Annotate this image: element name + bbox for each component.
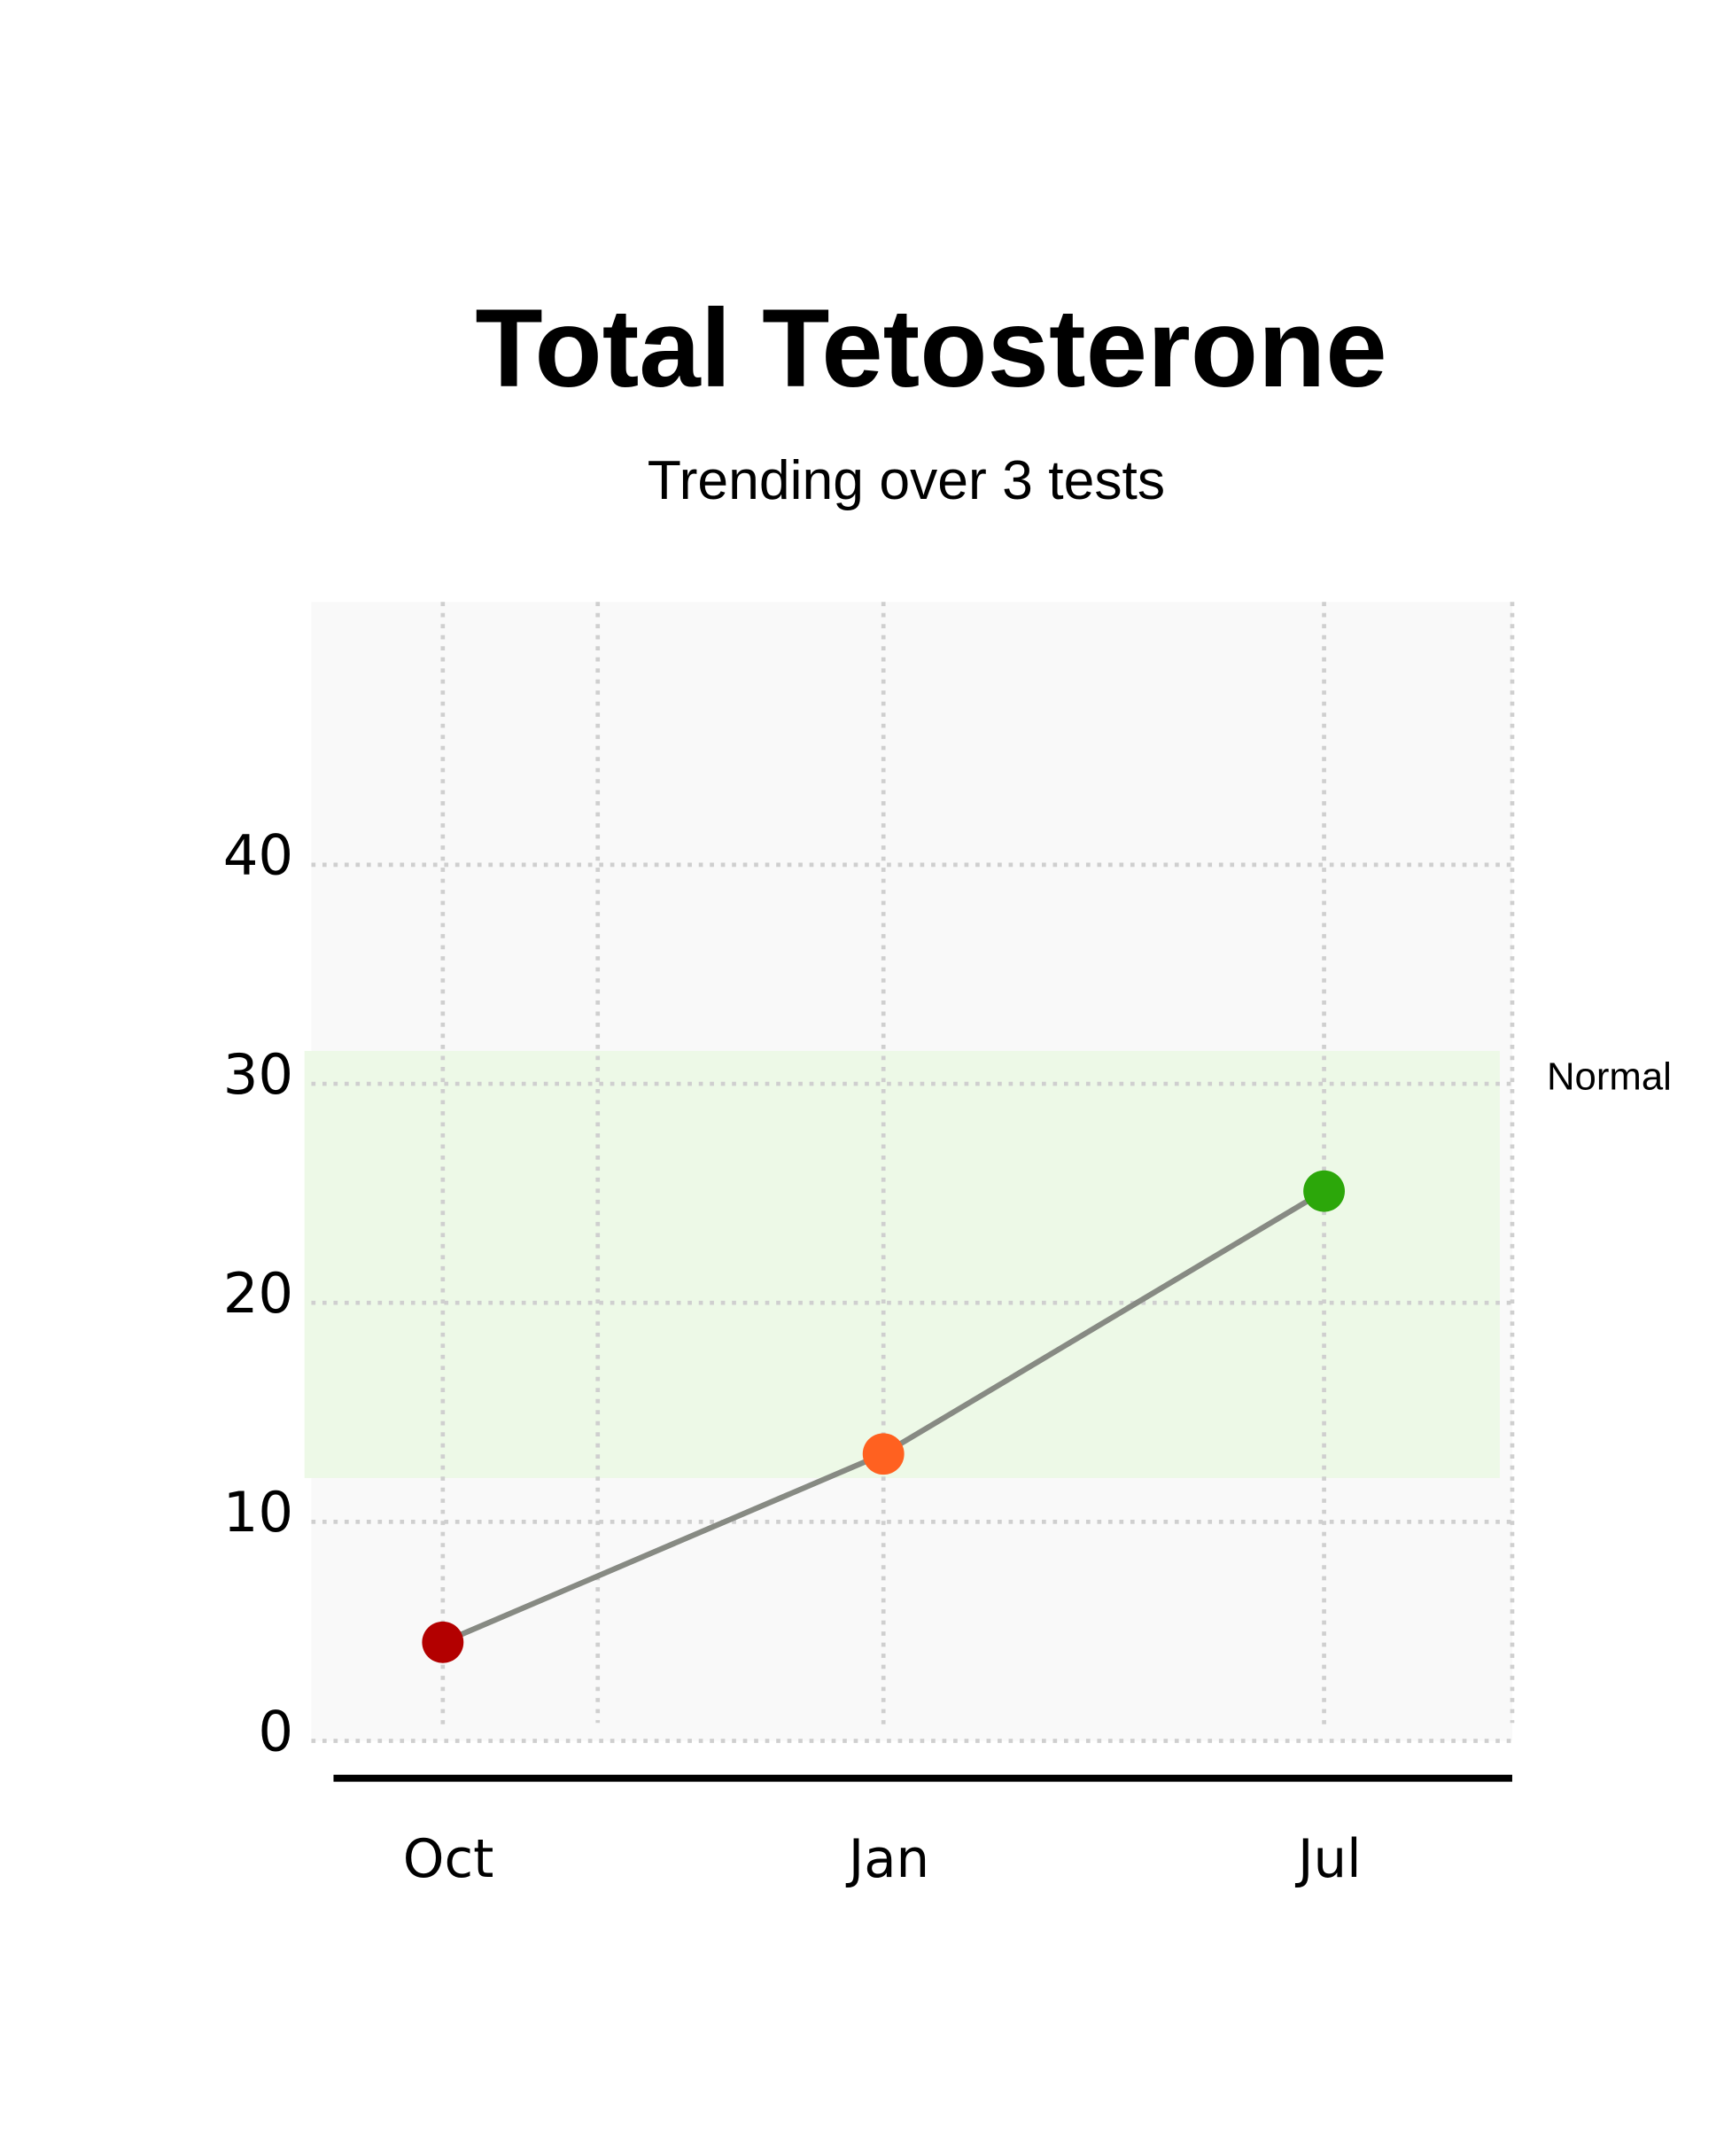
x-tick-label: Oct — [403, 1828, 494, 1889]
y-tick-label: 20 — [223, 1261, 293, 1326]
data-point — [422, 1621, 464, 1663]
y-tick-label: 40 — [223, 823, 293, 888]
normal-range — [304, 1050, 1500, 1478]
normal-label: Normal — [1547, 1055, 1672, 1099]
y-tick-label: 10 — [223, 1480, 293, 1545]
x-tick-label: Jan — [845, 1828, 929, 1889]
chart-title: Total Tetosterone — [475, 287, 1386, 410]
data-point — [862, 1433, 905, 1475]
y-tick-label: 0 — [258, 1699, 293, 1763]
y-tick-label: 30 — [223, 1042, 293, 1107]
chart-subtitle: Trending over 3 tests — [648, 449, 1165, 511]
x-tick-label: Jul — [1294, 1828, 1362, 1889]
data-point — [1303, 1170, 1346, 1212]
